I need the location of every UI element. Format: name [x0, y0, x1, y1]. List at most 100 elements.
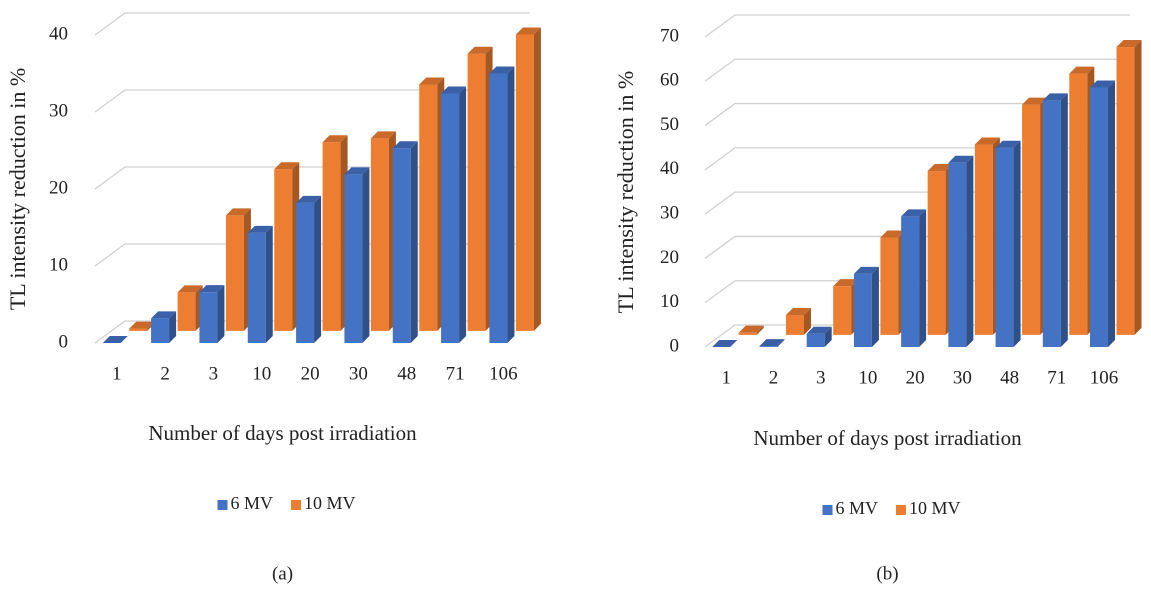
- legend-swatch: [822, 505, 833, 515]
- bar-front: [489, 73, 508, 343]
- bar-side: [777, 339, 785, 347]
- bar: [785, 307, 811, 335]
- x-tick-label: 2: [160, 363, 170, 384]
- bar-front: [1042, 100, 1061, 347]
- y-axis-title: TL intensity reduction in %: [5, 68, 30, 310]
- bar-top: [322, 135, 348, 143]
- bar-side: [803, 307, 811, 335]
- x-tick-label: 1: [722, 367, 732, 388]
- bar-front: [995, 147, 1014, 347]
- bar-top: [247, 225, 273, 233]
- bar-top: [853, 266, 879, 274]
- bar-top: [995, 140, 1021, 148]
- bar-side: [459, 86, 467, 344]
- bar: [467, 46, 493, 331]
- bar-top: [199, 285, 225, 293]
- y-tick-label: 60: [660, 70, 679, 91]
- bar-top: [712, 340, 738, 347]
- legend-label: 10 MV: [909, 498, 961, 518]
- bar-side: [1108, 80, 1116, 347]
- bar-front: [392, 148, 411, 343]
- y-tick-label: 30: [660, 203, 679, 224]
- bar-top: [102, 336, 128, 343]
- bar-top: [225, 208, 251, 216]
- bar-front: [1090, 87, 1109, 347]
- bar: [225, 208, 251, 331]
- bar: [515, 27, 541, 331]
- bar-top: [738, 325, 764, 333]
- bar: [274, 162, 300, 331]
- bar: [948, 155, 974, 347]
- bar-top: [467, 46, 493, 54]
- x-tick-label: 71: [1047, 367, 1066, 388]
- x-tick-label: 71: [446, 363, 465, 384]
- bar-front: [344, 174, 363, 343]
- bar: [344, 167, 370, 343]
- bar-top: [833, 279, 859, 287]
- x-tick-label: 10: [252, 363, 271, 384]
- bar-front: [467, 53, 486, 331]
- y-tick-label: 0: [59, 331, 69, 352]
- bar-front: [738, 332, 757, 335]
- bar-front: [1069, 73, 1088, 335]
- x-tick-label: 48: [1000, 367, 1019, 388]
- bar-front: [419, 84, 438, 331]
- bar-top: [515, 27, 541, 35]
- bar-side: [533, 27, 541, 331]
- bar: [129, 321, 155, 331]
- bar-front: [759, 346, 778, 347]
- bar-top: [901, 209, 927, 217]
- bar-front: [1116, 47, 1135, 335]
- bar: [199, 285, 225, 343]
- bar: [759, 339, 785, 347]
- bar: [419, 77, 445, 331]
- bar: [151, 311, 177, 343]
- bar-front: [948, 162, 967, 347]
- bar: [102, 336, 128, 343]
- y-tick-label: 20: [49, 177, 68, 198]
- x-tick-label: 106: [1090, 367, 1119, 388]
- bar-side: [919, 209, 927, 347]
- x-tick-label: 20: [906, 367, 925, 388]
- y-tick-label: 10: [660, 291, 679, 312]
- bar-front: [225, 215, 244, 331]
- bar-top: [1042, 93, 1068, 101]
- bar-side: [1013, 140, 1021, 347]
- x-tick-label: 10: [858, 367, 877, 388]
- grid-line: [94, 12, 530, 36]
- bar-top: [177, 285, 203, 293]
- bar: [392, 141, 418, 343]
- bar-side: [314, 195, 322, 343]
- x-tick-label: 20: [301, 363, 320, 384]
- bar-side: [507, 66, 515, 343]
- bar-top: [1116, 40, 1142, 48]
- bar: [806, 326, 832, 347]
- bar-front: [151, 318, 170, 343]
- bar-top: [419, 77, 445, 85]
- x-axis-title: Number of days post irradiation: [148, 421, 417, 445]
- bar-side: [169, 311, 177, 343]
- bar-front: [974, 144, 993, 335]
- bar-front: [901, 216, 920, 347]
- y-tick-label: 50: [660, 114, 679, 135]
- x-tick-label: 3: [816, 367, 826, 388]
- x-tick-label: 30: [349, 363, 368, 384]
- bar-front: [1022, 104, 1041, 335]
- bar: [322, 135, 348, 331]
- caption: (a): [272, 563, 293, 584]
- bar-front: [880, 237, 899, 335]
- bar-front: [370, 138, 389, 331]
- bar: [901, 209, 927, 347]
- x-tick-label: 106: [489, 363, 518, 384]
- legend-swatch: [291, 500, 302, 510]
- bar-front: [129, 328, 148, 331]
- bar-front: [515, 34, 534, 331]
- bar-side: [410, 141, 418, 343]
- bar-top: [1069, 66, 1095, 74]
- bar-top: [785, 307, 811, 315]
- bar-top: [880, 230, 906, 238]
- bar-top: [806, 326, 832, 334]
- caption: (b): [876, 563, 898, 584]
- bar-side: [966, 155, 974, 347]
- grid-line: [94, 89, 530, 113]
